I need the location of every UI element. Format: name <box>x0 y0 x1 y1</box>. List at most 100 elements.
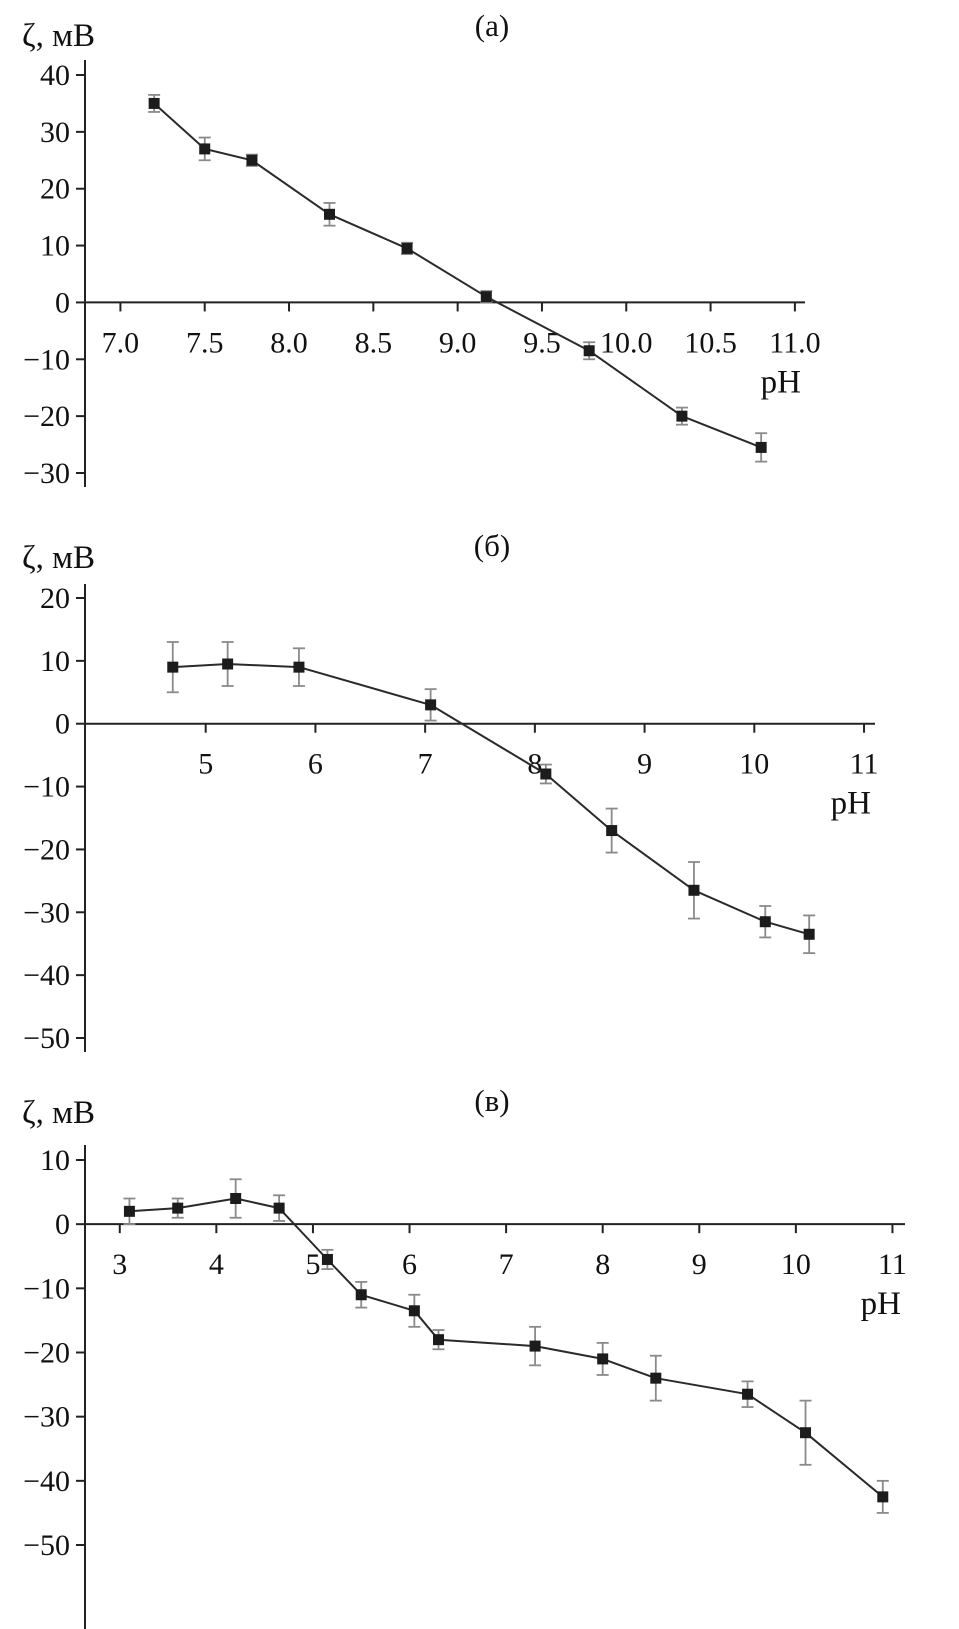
y-tick-label: −10 <box>23 343 70 376</box>
data-point-marker <box>230 1193 242 1204</box>
data-point-marker <box>650 1372 662 1384</box>
x-tick-label: 8 <box>595 1248 610 1281</box>
y-tick-label: −50 <box>23 1022 70 1055</box>
data-point-marker <box>877 1491 889 1503</box>
x-tick-label: 10.0 <box>600 326 653 359</box>
y-tick-label: −10 <box>23 1272 70 1305</box>
data-point-marker <box>222 658 234 670</box>
data-point-marker <box>759 916 771 928</box>
y-tick-label: 0 <box>55 708 70 741</box>
data-point-marker <box>676 410 688 422</box>
data-point-marker <box>529 1340 541 1352</box>
data-point-marker <box>597 1353 609 1365</box>
x-axis-label: pH <box>831 786 871 822</box>
y-tick-label: −20 <box>23 833 70 866</box>
data-point-marker <box>273 1202 285 1214</box>
y-tick-label: 10 <box>40 645 70 678</box>
data-point-marker <box>583 345 595 357</box>
y-tick-label: 10 <box>40 1144 70 1177</box>
x-tick-label: 3 <box>112 1248 127 1281</box>
panel-a: (а) ζ, мВ 40 30 20 10 0 −10 −20 −30 7.0 7.5 8.0 8.5… <box>0 0 959 520</box>
panel-a-plot-area: 40 30 20 10 0 −10 −20 −30 7.0 7.5 8.0 8.5 9.0 9.5 10.0… <box>23 59 821 490</box>
panel-b-plot-area: 20 10 0 −10 −20 −30 −40 −50 5 6 7 8 9 10 11 pH <box>23 582 878 1055</box>
data-point-marker <box>172 1202 184 1214</box>
x-tick-label: 7.0 <box>102 326 140 359</box>
data-point-marker <box>480 291 492 303</box>
data-point-marker <box>425 699 437 711</box>
panel-v-plot-area: 10 0 −10 −20 −30 −40 −50 3 4 5 6 7 8 9 10 11 pH <box>23 1144 907 1629</box>
y-tick-label: 30 <box>40 116 70 149</box>
y-tick-label: 20 <box>40 173 70 206</box>
x-tick-label: 7.5 <box>186 326 224 359</box>
series-line <box>172 663 810 936</box>
chart-panel-a: (а) ζ, мВ 40 30 20 10 0 −10 −20 −30 7.0 7.5 8.0 8.5… <box>22 8 821 490</box>
x-tick-label: 4 <box>209 1248 224 1281</box>
series-line <box>153 102 762 449</box>
data-point-marker <box>246 154 258 166</box>
data-point-marker <box>755 441 767 453</box>
chart-panel-v: (в) ζ, мВ 10 0 −10 −20 −30 −40 −50 3 4 5 6 7 8 9 10 11 p… <box>22 1083 907 1629</box>
x-tick-label: 6 <box>308 748 323 781</box>
x-tick-label: 9.5 <box>523 326 561 359</box>
y-tick-label: 0 <box>55 1208 70 1241</box>
x-tick-label: 9.0 <box>439 326 477 359</box>
data-point-marker <box>148 97 160 109</box>
panel-a-title: (а) <box>475 8 509 43</box>
y-tick-label: −20 <box>23 1337 70 1370</box>
x-tick-label: 9 <box>692 1248 707 1281</box>
x-tick-label: 6 <box>402 1248 417 1281</box>
y-tick-label: −40 <box>23 1465 70 1498</box>
data-point-marker <box>408 1305 420 1317</box>
data-point-marker <box>199 143 211 155</box>
y-tick-label: −30 <box>23 457 70 490</box>
x-tick-label: 10 <box>739 748 769 781</box>
y-tick-label: −50 <box>23 1529 70 1562</box>
x-tick-label: 11.0 <box>769 326 820 359</box>
y-tick-label: 0 <box>55 286 70 319</box>
panel-b: (б) ζ, мВ 20 10 0 −10 −20 −30 −40 −50 5 6 7 8 9 10 11 p… <box>0 520 959 1075</box>
panel-b-y-axis-label: ζ, мВ <box>22 540 95 576</box>
panel-a-y-axis-label: ζ, мВ <box>22 18 95 54</box>
x-tick-label: 8 <box>527 748 542 781</box>
data-point-marker <box>800 1427 812 1439</box>
y-tick-label: −40 <box>23 959 70 992</box>
x-tick-label: 7 <box>499 1248 514 1281</box>
data-point-marker <box>401 242 413 254</box>
data-point-marker <box>742 1388 754 1400</box>
x-tick-label: 9 <box>637 748 652 781</box>
panel-v-title: (в) <box>474 1083 509 1118</box>
y-tick-label: −20 <box>23 400 70 433</box>
data-point-marker <box>323 208 335 220</box>
data-point-marker <box>606 825 618 837</box>
y-tick-label: 10 <box>40 230 70 263</box>
data-point-marker <box>123 1205 135 1217</box>
x-tick-label: 8.0 <box>270 326 308 359</box>
y-tick-label: 20 <box>40 582 70 615</box>
data-point-marker <box>321 1253 333 1265</box>
panel-b-title: (б) <box>474 528 510 563</box>
x-tick-label: 5 <box>305 1248 320 1281</box>
x-tick-label: 5 <box>198 748 213 781</box>
data-point-marker <box>803 928 815 940</box>
x-axis-label: pH <box>761 364 801 400</box>
y-tick-label: −30 <box>23 896 70 929</box>
x-tick-label: 10.5 <box>684 326 737 359</box>
x-axis-label: pH <box>861 1286 901 1322</box>
x-tick-label: 10 <box>781 1248 811 1281</box>
y-tick-label: −30 <box>23 1401 70 1434</box>
panel-v: (в) ζ, мВ 10 0 −10 −20 −30 −40 −50 3 4 5 6 7 8 9 10 11 p… <box>0 1075 959 1629</box>
data-point-marker <box>540 768 552 780</box>
panel-v-y-axis-label: ζ, мВ <box>22 1095 95 1131</box>
data-point-marker <box>432 1334 444 1346</box>
x-tick-label: 11 <box>850 748 879 781</box>
x-tick-label: 11 <box>878 1248 907 1281</box>
data-point-marker <box>688 884 700 896</box>
x-tick-label: 8.5 <box>355 326 393 359</box>
y-tick-label: 40 <box>40 59 70 92</box>
y-tick-label: −10 <box>23 771 70 804</box>
x-tick-label: 7 <box>418 748 433 781</box>
data-point-marker <box>293 661 305 673</box>
data-point-marker <box>167 661 179 673</box>
series-line <box>129 1197 884 1498</box>
